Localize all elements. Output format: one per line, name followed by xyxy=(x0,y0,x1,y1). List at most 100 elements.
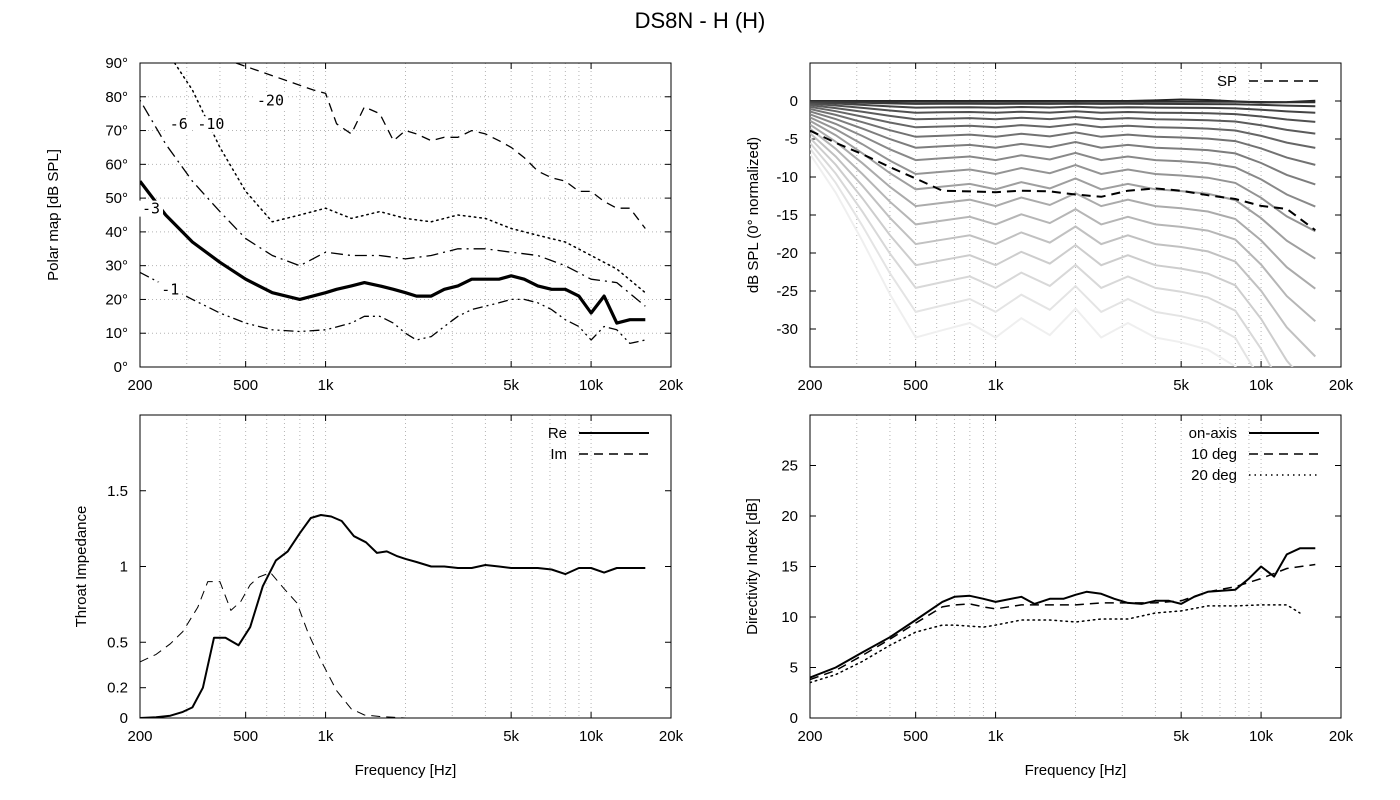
polar-grid xyxy=(140,63,671,367)
normalized-offaxis-curve xyxy=(810,102,1316,123)
normalized-offaxis-curve xyxy=(810,127,1316,323)
polar-ylabel: Polar map [dB SPL] xyxy=(45,149,62,281)
normalized-offaxis-curve xyxy=(810,104,1316,135)
directivity-xtick-label: 200 xyxy=(797,728,822,745)
normalized-ytick-label: -15 xyxy=(776,207,798,224)
directivity-xtick-label: 500 xyxy=(903,728,928,745)
polar-ytick-label: 70° xyxy=(105,123,128,140)
normalized-offaxis-curve xyxy=(810,147,1254,367)
polar-contour-label-bg xyxy=(166,116,191,133)
polar-contour-label: -3 xyxy=(142,200,160,218)
normalized-xtick-label: 10k xyxy=(1249,377,1274,394)
polar-contour-label-bg xyxy=(193,116,228,133)
normalized-offaxis-curve xyxy=(810,100,1316,108)
impedance-xtick-label: 10k xyxy=(579,728,604,745)
normalized-offaxis-curve xyxy=(810,101,1316,114)
normalized-ylabel: dB SPL (0° normalized) xyxy=(745,137,762,293)
polar-contour-label: -20 xyxy=(257,92,284,110)
directivity-ytick-label: 25 xyxy=(781,458,798,475)
impedance-xtick-label: 20k xyxy=(659,728,684,745)
normalized-legend-label: SP xyxy=(1217,73,1237,90)
directivity-plot-area xyxy=(810,547,1316,684)
figure-title: DS8N - H (H) xyxy=(635,8,766,33)
impedance-xtick-label: 200 xyxy=(127,728,152,745)
normalized-offaxis-curve xyxy=(810,142,1273,367)
polar-ytick-label: 50° xyxy=(105,190,128,207)
normalized-offaxis-curve xyxy=(810,105,1316,149)
directivity-ytick-label: 5 xyxy=(790,660,798,677)
normalized-offaxis-curve xyxy=(810,116,1316,233)
directivity-xtick-label: 10k xyxy=(1249,728,1274,745)
directivity-xtick-label: 20k xyxy=(1329,728,1354,745)
normalized-series-sp xyxy=(810,129,1316,232)
impedance-xlabel: Frequency [Hz] xyxy=(355,762,457,779)
normalized-offaxis-curve xyxy=(810,100,1316,104)
directivity-ytick-label: 20 xyxy=(781,508,798,525)
polar-ytick-label: 10° xyxy=(105,325,128,342)
directivity-xtick-label: 1k xyxy=(988,728,1004,745)
impedance-ytick-label: 0.2 xyxy=(107,680,128,697)
normalized-xtick-label: 20k xyxy=(1329,377,1354,394)
polar-ytick-label: 40° xyxy=(105,224,128,241)
directivity-grid xyxy=(856,415,1262,718)
normalized-ytick-label: -10 xyxy=(776,169,798,186)
normalized-xtick-label: 500 xyxy=(903,377,928,394)
polar-ytick-label: 80° xyxy=(105,89,128,106)
impedance-legend-label: Re xyxy=(548,425,567,442)
normalized-offaxis-curve xyxy=(810,110,1316,186)
normalized-ytick-label: 0 xyxy=(790,93,798,110)
impedance-grid xyxy=(186,415,592,718)
impedance-ytick-label: 0 xyxy=(120,710,128,727)
impedance-series-re xyxy=(140,514,646,718)
polar-series--10 xyxy=(173,63,647,294)
directivity-legend-label: 20 deg xyxy=(1191,467,1237,484)
directivity-xlabel: Frequency [Hz] xyxy=(1025,762,1127,779)
polar-contour-label: -10 xyxy=(197,115,224,133)
polar-contour-label-bg xyxy=(158,281,183,298)
normalized-ytick-label: -30 xyxy=(776,321,798,338)
normalized-offaxis-curve xyxy=(810,113,1316,208)
impedance-xtick-label: 5k xyxy=(503,728,519,745)
polar-ytick-label: 20° xyxy=(105,291,128,308)
normalized-offaxis-family xyxy=(810,98,1317,367)
polar-series--20 xyxy=(235,63,646,229)
polar-ticks xyxy=(139,62,672,368)
normalized-ytick-label: -25 xyxy=(776,283,798,300)
polar-series--6 xyxy=(140,98,646,307)
normalized-offaxis-curve xyxy=(810,132,1317,358)
normalized-spl-panel: 200 500 1k 5k 10k 20k 0 -5 -10 -15 -20 -25 -30 dB SPL… xyxy=(745,62,1354,394)
polar-ytick-label: 0° xyxy=(114,359,128,376)
impedance-ytick-label: 0.5 xyxy=(107,634,128,651)
polar-xtick-label: 1k xyxy=(318,377,334,394)
polar-xtick-label: 200 xyxy=(127,377,152,394)
normalized-ytick-label: -5 xyxy=(785,131,798,148)
directivity-xtick-label: 5k xyxy=(1173,728,1189,745)
polar-contour-label-bg xyxy=(138,200,163,217)
directivity-ytick-label: 15 xyxy=(781,559,798,576)
normalized-xtick-label: 200 xyxy=(797,377,822,394)
polar-contour-label-bg xyxy=(253,92,288,109)
impedance-ytick-label: 1 xyxy=(120,559,128,576)
normalized-ytick-label: -20 xyxy=(776,245,798,262)
polar-xtick-label: 10k xyxy=(579,377,604,394)
directivity-ytick-label: 10 xyxy=(781,609,798,626)
directivity-ytick-label: 0 xyxy=(790,710,798,727)
directivity-ticks xyxy=(809,415,1342,719)
directivity-series-10-deg xyxy=(810,563,1316,681)
normalized-plot-area xyxy=(810,98,1317,367)
polar-xtick-label: 500 xyxy=(233,377,258,394)
directivity-ylabel: Directivity Index [dB] xyxy=(744,498,761,635)
impedance-xtick-label: 1k xyxy=(318,728,334,745)
normalized-offaxis-curve xyxy=(810,123,1316,290)
polar-ytick-label: 60° xyxy=(105,156,128,173)
polar-contour-label: -6 xyxy=(170,115,188,133)
normalized-xtick-label: 5k xyxy=(1173,377,1189,394)
impedance-ticks xyxy=(139,415,672,719)
polar-contour-label: -1 xyxy=(161,281,179,299)
polar-map-panel: 200 500 1k 5k 10k 20k 0° 10° 20° 30° 40° 50° 60° 70° 8… xyxy=(45,55,684,394)
polar-series--1 xyxy=(140,271,646,345)
impedance-xtick-label: 500 xyxy=(233,728,258,745)
directivity-index-panel: 200 500 1k 5k 10k 20k 0 5 10 15 20 25 Directivity In… xyxy=(744,414,1354,779)
impedance-ylabel: Throat Impedance xyxy=(73,506,90,628)
